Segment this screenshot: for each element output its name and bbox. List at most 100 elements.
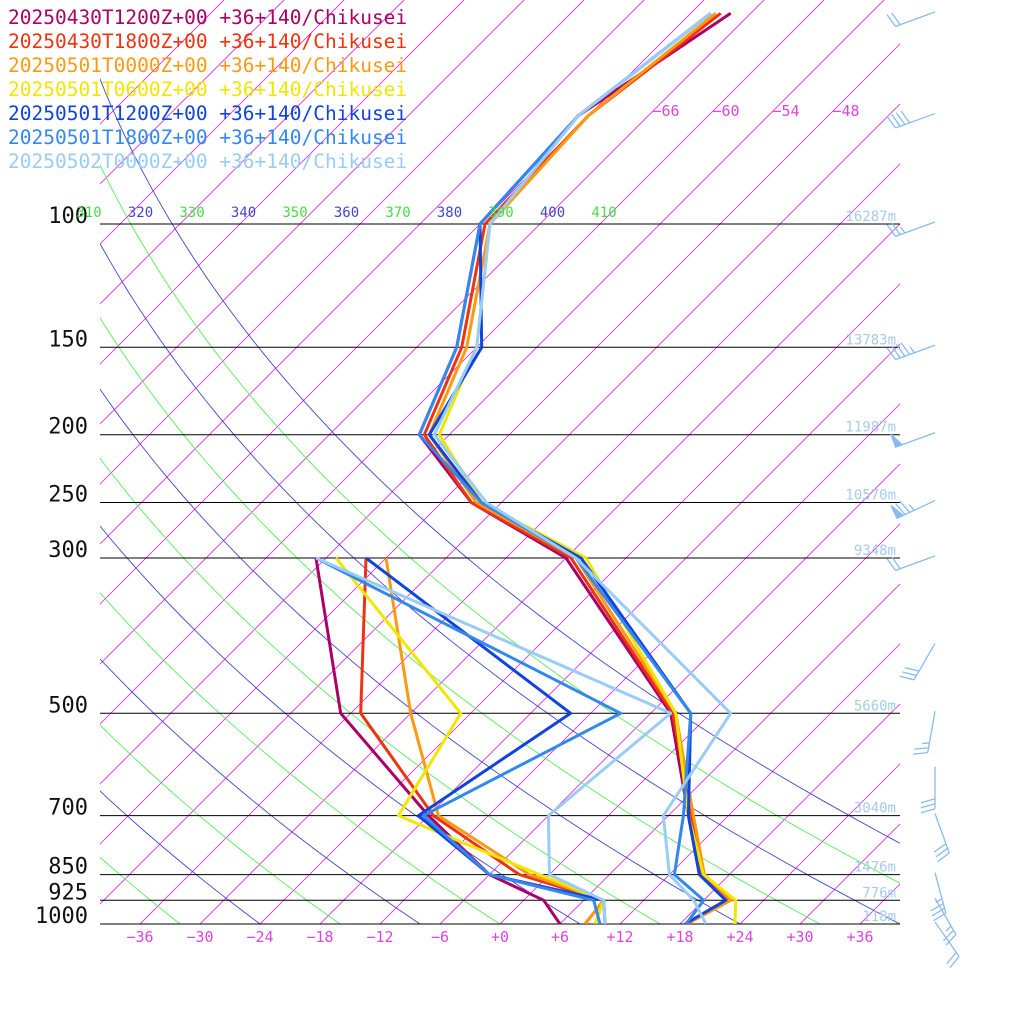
wind-barb-full	[886, 558, 897, 571]
wind-barb-full	[895, 112, 906, 125]
adiabat-curve	[100, 242, 900, 924]
isotherm-line	[100, 0, 885, 785]
isotherm-line	[799, 823, 900, 924]
wind-barb	[934, 921, 960, 969]
legend: 20250430T1200Z+00 +36+140/Chikusei202504…	[8, 6, 407, 173]
wind-barb-full	[931, 907, 945, 917]
pressure-label: 700	[48, 796, 88, 821]
theta-label: 310	[76, 205, 101, 221]
pressure-label: 925	[48, 880, 88, 905]
dewpoint-profile-line	[315, 556, 673, 924]
wind-barb-full	[895, 503, 906, 515]
wind-barb-full	[945, 934, 957, 946]
grid-layer	[100, 0, 900, 924]
legend-entry: 20250430T1200Z+00 +36+140/Chikusei	[8, 6, 407, 29]
isotherm-line	[379, 403, 900, 924]
theta-label: 360	[334, 205, 359, 221]
wind-barb	[886, 555, 936, 571]
wind-barb-full	[886, 115, 897, 129]
legend-entry: 20250501T0000Z+00 +36+140/Chikusei	[8, 54, 407, 77]
x-tick-label: −30	[186, 928, 213, 946]
isotherm-top-label: −48	[832, 102, 859, 120]
wind-barb-full	[920, 798, 936, 804]
height-label: 9348m	[854, 543, 896, 559]
wind-barb-full	[914, 747, 929, 750]
wind-barb	[913, 711, 936, 755]
pressure-label: 150	[48, 327, 88, 352]
height-label: 13783m	[845, 332, 896, 348]
isotherm-line	[100, 103, 900, 905]
pressure-label: 250	[48, 483, 88, 508]
wind-barb-full	[900, 110, 911, 124]
wind-barb-full	[886, 14, 897, 27]
wind-barb-full	[886, 347, 897, 361]
wind-barb-staff	[895, 344, 936, 361]
theta-label: 320	[128, 205, 153, 221]
wind-barb	[886, 110, 936, 129]
isotherm-line	[619, 643, 900, 924]
wind-barb-staff	[895, 555, 936, 571]
isotherm-top-label: −60	[712, 102, 739, 120]
isotherm-line	[100, 43, 900, 845]
isotherm-line	[739, 763, 900, 924]
isotherm-line	[439, 463, 900, 924]
theta-label: 400	[540, 205, 565, 221]
wind-barb-staff	[895, 11, 936, 27]
wind-barb-half	[909, 346, 915, 354]
wind-barb	[920, 766, 936, 814]
isotherm-line	[100, 0, 585, 485]
wind-barb	[886, 221, 936, 237]
wind-barb-full	[949, 955, 960, 969]
x-tick-label: +6	[551, 928, 569, 946]
wind-barb-full	[902, 671, 917, 677]
isotherm-line	[100, 0, 525, 425]
legend-entry: 20250502T0000Z+00 +36+140/Chikusei	[8, 150, 407, 173]
wind-barb-staff	[913, 643, 936, 681]
wind-barb-staff	[934, 813, 950, 854]
wind-barb-staff	[934, 872, 947, 914]
pressure-label: 300	[48, 538, 88, 563]
wind-barb-full	[899, 675, 915, 681]
wind-barb	[886, 11, 936, 27]
wind-barb-full	[891, 114, 901, 127]
legend-entry: 20250501T1200Z+00 +36+140/Chikusei	[8, 102, 407, 125]
isotherm-line	[100, 0, 465, 365]
wind-barb-staff	[934, 921, 960, 957]
isotherm-line	[319, 343, 900, 924]
height-label: 10570m	[845, 488, 896, 504]
theta-label: 330	[179, 205, 204, 221]
theta-label: 370	[385, 205, 410, 221]
adiabat-curve	[100, 163, 900, 884]
isotherm-line	[100, 0, 765, 665]
theta-label: 410	[591, 205, 616, 221]
dewpoint-profile-line	[314, 557, 562, 924]
isobar-layer	[100, 223, 900, 925]
x-tick-label: −18	[306, 928, 333, 946]
wind-barb	[899, 643, 936, 681]
height-label: 5660m	[854, 698, 896, 714]
wind-barb	[886, 342, 936, 361]
theta-label: 380	[437, 205, 462, 221]
wind-barb-half	[922, 742, 930, 745]
isotherm-line	[100, 0, 345, 245]
theta-label: 390	[488, 205, 513, 221]
isotherm-line	[100, 0, 405, 305]
dewpoint-profile-line	[334, 557, 606, 924]
wind-barb-full	[942, 929, 954, 942]
wind-barb-full	[935, 847, 949, 858]
x-tick-label: −12	[366, 928, 393, 946]
wind-barb-flag	[890, 433, 904, 448]
wind-barb-half	[945, 925, 952, 932]
pressure-label: 1000	[35, 904, 88, 929]
legend-entry: 20250501T0600Z+00 +36+140/Chikusei	[8, 78, 407, 101]
theta-label: 340	[231, 205, 256, 221]
x-tick-label: +24	[726, 928, 753, 946]
isotherm-top-label: −66	[652, 102, 679, 120]
wind-barb-full	[930, 902, 944, 912]
x-tick-label: +36	[846, 928, 873, 946]
height-label: 11987m	[845, 420, 896, 436]
wind-barb-full	[920, 803, 936, 809]
wind-barb-full	[891, 222, 901, 236]
x-tick-label: −24	[246, 928, 273, 946]
